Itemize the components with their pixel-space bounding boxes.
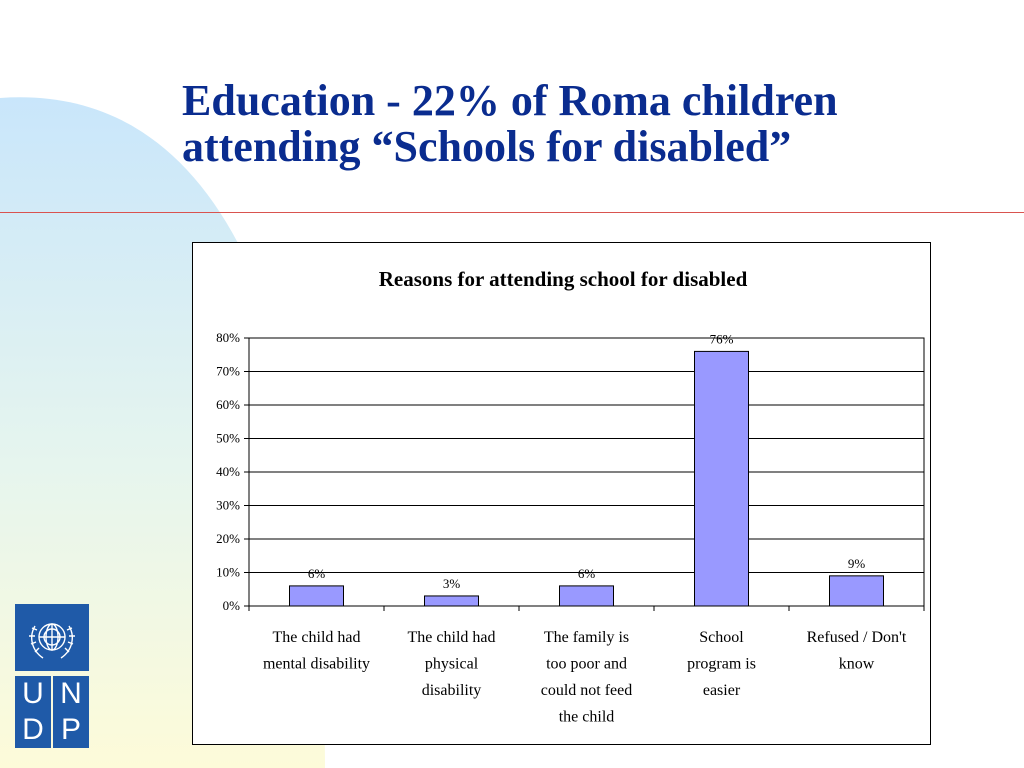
slide-title-line-2: attending “Schools for disabled” xyxy=(182,122,792,171)
un-emblem-icon xyxy=(15,604,89,671)
plot-area-border xyxy=(248,337,925,607)
y-tick-label: 10% xyxy=(216,565,240,580)
data-label: 3% xyxy=(443,576,461,591)
data-label: 76% xyxy=(710,331,734,346)
y-tick-label: 20% xyxy=(216,531,240,546)
x-tick-label: School program is easier xyxy=(687,629,756,699)
data-label: 6% xyxy=(308,566,326,581)
logo-letter-p: P xyxy=(53,712,89,748)
y-tick-label: 0% xyxy=(223,598,241,613)
y-tick-label: 40% xyxy=(216,464,240,479)
x-tick-label: The child had physical disability xyxy=(408,629,496,699)
data-label: 9% xyxy=(848,556,866,571)
bar xyxy=(694,350,749,607)
bar xyxy=(424,595,479,607)
logo-letter-n: N xyxy=(53,676,89,712)
x-tick-label: Refused / Don't know xyxy=(807,629,907,673)
bar-chart: Reasons for attending school for disable… xyxy=(216,267,925,726)
chart-title: Reasons for attending school for disable… xyxy=(379,267,748,291)
y-tick-label: 50% xyxy=(216,431,240,446)
title-divider xyxy=(0,212,1024,213)
slide-title: Education - 22% of Roma children attendi… xyxy=(182,78,1002,170)
undp-logo: U N D P xyxy=(15,604,89,748)
y-tick-label: 70% xyxy=(216,364,240,379)
slide-title-line-1: Education - 22% of Roma children xyxy=(182,76,838,125)
y-tick-label: 60% xyxy=(216,397,240,412)
chart-container: Reasons for attending school for disable… xyxy=(192,242,931,745)
x-tick-label: The family is too poor and could not feed t… xyxy=(541,629,633,726)
x-tick-label: The child had mental disability xyxy=(263,629,370,673)
logo-letter-d: D xyxy=(15,712,51,748)
bar xyxy=(559,585,614,607)
logo-letter-u: U xyxy=(15,676,51,712)
y-tick-label: 80% xyxy=(216,330,240,345)
y-tick-label: 30% xyxy=(216,498,240,513)
bar xyxy=(289,585,344,607)
data-label: 6% xyxy=(578,566,596,581)
bar xyxy=(829,575,884,607)
